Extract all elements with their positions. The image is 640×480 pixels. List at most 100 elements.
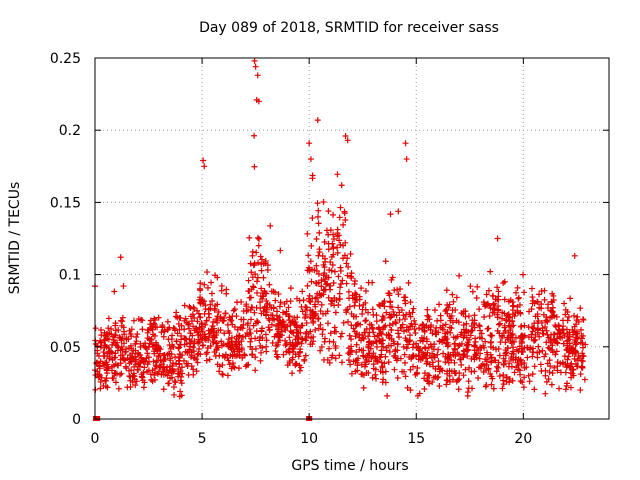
data-point xyxy=(329,298,336,305)
data-point xyxy=(197,280,204,287)
data-point xyxy=(504,345,511,352)
data-point xyxy=(334,249,341,256)
data-point xyxy=(226,361,233,368)
data-point xyxy=(315,207,322,214)
data-point xyxy=(369,374,376,381)
data-point xyxy=(435,373,442,380)
data-point xyxy=(577,387,584,394)
data-point xyxy=(341,252,348,259)
data-point xyxy=(126,327,133,334)
data-point xyxy=(348,370,355,377)
data-point xyxy=(314,200,321,207)
data-point xyxy=(264,267,271,274)
data-point xyxy=(254,289,261,296)
data-point xyxy=(172,354,179,361)
data-point xyxy=(144,329,151,336)
data-point xyxy=(483,291,490,298)
data-point xyxy=(567,295,574,302)
y-tick-label: 0.15 xyxy=(50,195,81,211)
data-point xyxy=(359,352,366,359)
data-point xyxy=(314,213,321,220)
data-point xyxy=(126,356,133,363)
data-point xyxy=(379,313,386,320)
data-point xyxy=(327,227,334,234)
data-point xyxy=(498,315,505,322)
data-point xyxy=(423,336,430,343)
data-point xyxy=(465,385,472,392)
data-point xyxy=(133,356,140,363)
data-point xyxy=(403,311,410,318)
data-point xyxy=(493,368,500,375)
data-point xyxy=(194,318,201,325)
data-point xyxy=(224,372,231,379)
data-point xyxy=(437,312,444,319)
data-point xyxy=(516,343,523,350)
data-point xyxy=(518,323,525,330)
data-point xyxy=(318,343,325,350)
data-point xyxy=(566,333,573,340)
data-point xyxy=(268,312,275,319)
data-point xyxy=(256,333,263,340)
data-point xyxy=(146,340,153,347)
data-point xyxy=(449,307,456,314)
data-point xyxy=(205,334,212,341)
data-point xyxy=(219,361,226,368)
data-point xyxy=(574,363,581,370)
data-point xyxy=(563,382,570,389)
data-point xyxy=(193,356,200,363)
data-point xyxy=(395,208,402,215)
data-point xyxy=(108,325,115,332)
data-point xyxy=(217,314,224,321)
data-point xyxy=(467,332,474,339)
data-point xyxy=(325,208,332,215)
data-point xyxy=(337,284,344,291)
data-point xyxy=(362,287,369,294)
data-point xyxy=(464,389,471,396)
data-point xyxy=(306,140,313,147)
data-point xyxy=(269,339,276,346)
data-point xyxy=(521,374,528,381)
data-point xyxy=(203,350,210,357)
data-point xyxy=(207,342,214,349)
data-point xyxy=(499,385,506,392)
data-point xyxy=(442,308,449,315)
data-point xyxy=(293,295,300,302)
data-point xyxy=(531,363,538,370)
data-point xyxy=(112,332,119,339)
data-point xyxy=(313,262,320,269)
data-point xyxy=(253,328,260,335)
data-point xyxy=(386,322,393,329)
data-point xyxy=(391,340,398,347)
data-point xyxy=(517,378,524,385)
data-point xyxy=(248,304,255,311)
data-point xyxy=(514,359,521,366)
data-point xyxy=(563,346,570,353)
data-point xyxy=(257,342,264,349)
data-point xyxy=(510,348,517,355)
data-point xyxy=(354,362,361,369)
data-point xyxy=(349,292,356,299)
data-point xyxy=(219,371,226,378)
data-point xyxy=(521,332,528,339)
data-point xyxy=(400,328,407,335)
data-point xyxy=(198,326,205,333)
data-point xyxy=(426,316,433,323)
data-point xyxy=(191,305,198,312)
data-point xyxy=(494,296,501,303)
data-point xyxy=(327,259,334,266)
data-point xyxy=(332,343,339,350)
data-point xyxy=(365,309,372,316)
data-point xyxy=(323,272,330,279)
data-point xyxy=(299,322,306,329)
data-point xyxy=(221,354,228,361)
data-point xyxy=(538,301,545,308)
data-point xyxy=(458,361,465,368)
data-point xyxy=(292,351,299,358)
data-point xyxy=(117,352,124,359)
data-point xyxy=(540,330,547,337)
data-point xyxy=(540,311,547,318)
data-point xyxy=(215,309,222,316)
data-point xyxy=(383,331,390,338)
data-point xyxy=(251,309,258,316)
data-point xyxy=(340,221,347,228)
